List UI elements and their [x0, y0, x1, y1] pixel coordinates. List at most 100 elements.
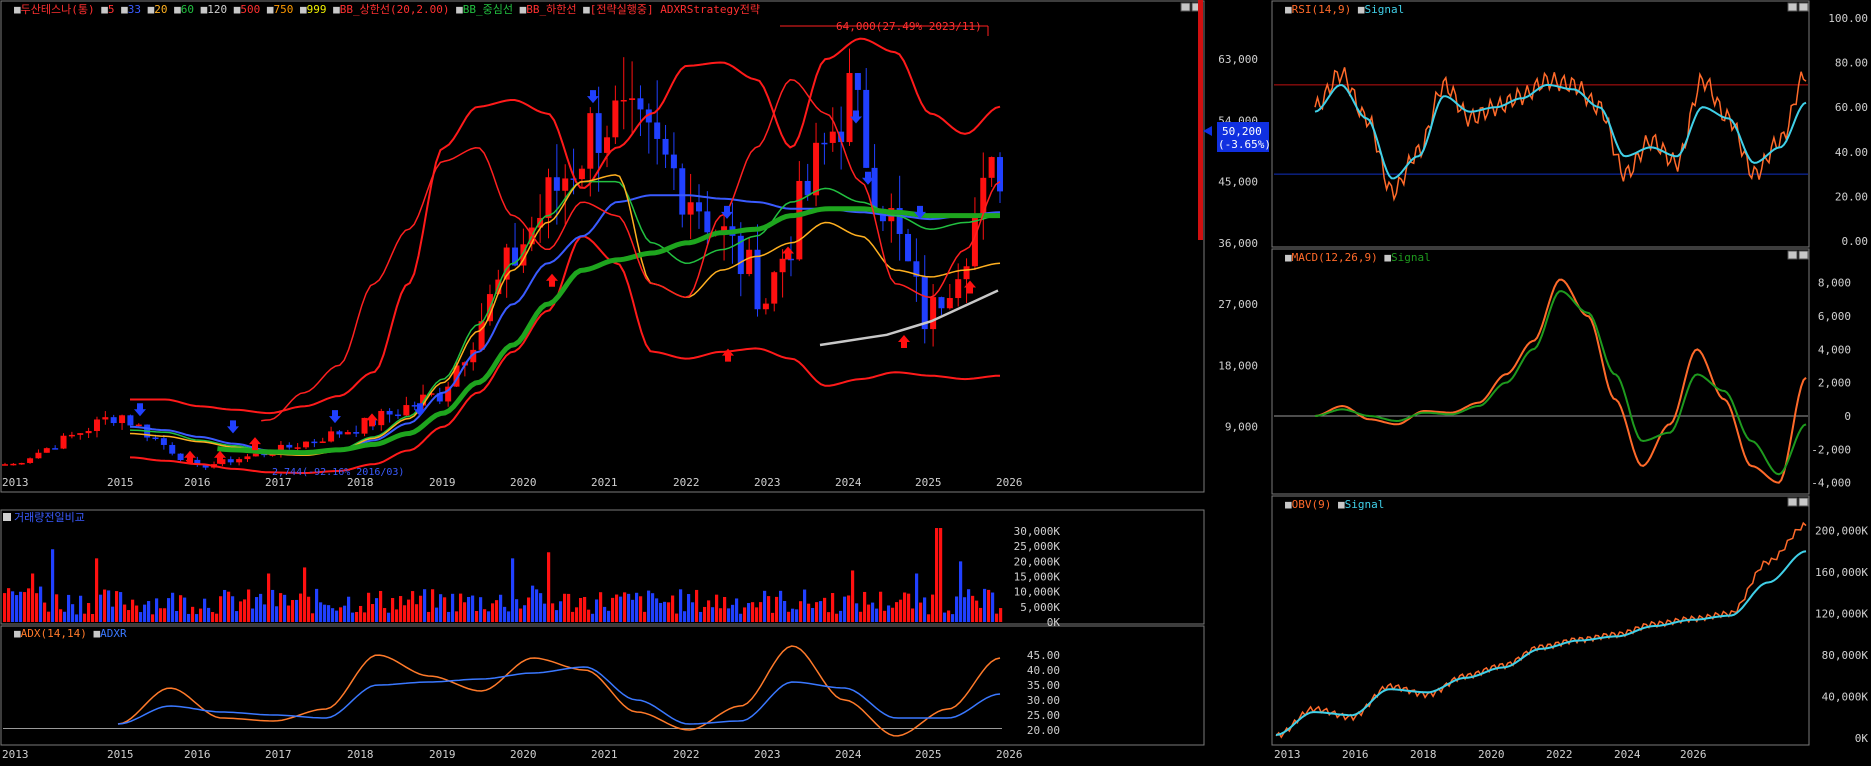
volume-bar — [247, 589, 251, 622]
volume-bar — [83, 613, 87, 622]
volume-bar — [715, 594, 719, 622]
legend-item[interactable]: 33 — [128, 3, 148, 16]
high-annotation: 64,000(27.49% 2023/11) — [836, 20, 982, 33]
candle-body — [110, 417, 117, 424]
volume-bar — [735, 598, 739, 622]
candle-body — [679, 168, 686, 215]
legend-item[interactable]: 120 — [207, 3, 234, 16]
adx-year-label: 2023 — [754, 748, 781, 761]
volume-bar — [767, 596, 771, 622]
volume-bar — [131, 599, 135, 622]
candle-body — [512, 247, 519, 266]
volume-bar — [683, 611, 687, 622]
price-scroll-marker[interactable] — [1198, 0, 1203, 240]
legend-item[interactable]: [전략실행중] ADXRStrategy전략 — [590, 3, 760, 16]
candle-body — [604, 137, 611, 153]
volume-bar — [351, 612, 355, 622]
legend-item[interactable]: 두산테스나(통) — [21, 3, 102, 16]
legend-item[interactable]: BB_상한선(20,2.00) — [340, 3, 456, 16]
obv-tick-label: 80,000K — [1822, 649, 1869, 662]
volume-bar — [11, 591, 15, 622]
low-annotation: 2,744(-92.16% 2016/03) — [272, 467, 404, 478]
volume-bar — [143, 604, 147, 622]
volume-bar — [623, 592, 627, 622]
volume-bar — [559, 601, 563, 622]
candle-body — [721, 226, 728, 233]
volume-bar — [899, 599, 903, 622]
moving-average-lines — [129, 37, 1001, 474]
volume-bar — [643, 611, 647, 622]
volume-bar — [95, 558, 99, 622]
macd-tick-label: -2,000 — [1811, 443, 1851, 456]
volume-bar — [71, 604, 75, 622]
macd-lines — [1274, 278, 1808, 484]
candle-body — [838, 131, 845, 143]
sell-signal-arrow — [862, 171, 874, 185]
candle-body — [269, 454, 276, 456]
volume-bar — [807, 603, 811, 622]
legend-item[interactable]: Signal — [1391, 251, 1431, 264]
rsi-window-buttons[interactable] — [1787, 2, 1809, 12]
obv-signal-line — [1275, 550, 1807, 736]
legend-item[interactable]: 750 — [273, 3, 300, 16]
legend-item[interactable]: Signal — [1364, 3, 1404, 16]
legend-item[interactable]: 999 — [307, 3, 334, 16]
obv-tick-label: 0K — [1855, 732, 1869, 745]
legend-item[interactable]: ADXR — [100, 627, 127, 640]
bb-lower-band — [129, 235, 1001, 474]
volume-bar — [611, 597, 615, 622]
volume-bar — [915, 573, 919, 622]
volume-bar — [423, 589, 427, 622]
legend-item[interactable]: RSI(14,9) — [1292, 3, 1358, 16]
volume-bar — [555, 610, 559, 622]
legend-item[interactable]: 500 — [240, 3, 267, 16]
candle-body — [311, 441, 318, 444]
obv-year-label: 2022 — [1546, 748, 1573, 761]
legend-item[interactable]: BB_하한선 — [526, 2, 583, 16]
year-tick-label: 2023 — [754, 476, 781, 489]
volume-tick-label: 10,000K — [1014, 586, 1061, 599]
legend-item[interactable]: MACD(12,26,9) — [1292, 251, 1385, 264]
volume-panel-icon[interactable] — [3, 513, 11, 521]
legend-item[interactable]: 60 — [181, 3, 201, 16]
volume-bar — [799, 601, 803, 622]
adx-legend: ■ADX(14,14) ■ADXR — [14, 627, 127, 640]
obv-panel — [1271, 495, 1810, 746]
volume-bar — [211, 612, 215, 622]
volume-bar — [911, 608, 915, 622]
volume-bar — [927, 614, 931, 622]
buy-signal-arrow — [782, 246, 794, 260]
volume-bar — [135, 605, 139, 622]
volume-bar — [587, 609, 591, 622]
volume-bar — [23, 592, 27, 622]
volume-bar — [111, 606, 115, 622]
volume-bar — [123, 604, 127, 622]
volume-bar — [487, 611, 491, 622]
macd-window-buttons[interactable] — [1787, 250, 1809, 260]
volume-bar — [703, 606, 707, 622]
obv-window-buttons[interactable] — [1787, 497, 1809, 507]
volume-bar — [287, 605, 291, 622]
rsi-series-line — [1314, 67, 1807, 202]
legend-item[interactable]: OBV(9) — [1292, 498, 1338, 511]
volume-bar — [551, 603, 555, 622]
volume-bar — [159, 608, 163, 622]
volume-bar — [371, 604, 375, 622]
legend-item[interactable]: Signal — [1345, 498, 1385, 511]
legend-item[interactable]: 20 — [154, 3, 174, 16]
macd-tick-label: 2,000 — [1818, 377, 1851, 390]
volume-bar — [651, 593, 655, 622]
volume-legend: 거래량전일비교 — [14, 510, 85, 524]
volume-bar — [483, 609, 487, 622]
legend-item[interactable]: 5 — [108, 3, 121, 16]
volume-bar — [219, 596, 223, 622]
volume-bar — [39, 586, 43, 622]
legend-item[interactable]: BB_중심선 — [463, 3, 520, 16]
candle-body — [202, 464, 209, 468]
legend-item[interactable]: ADX(14,14) — [21, 627, 94, 640]
current-price: 50,200 — [1222, 125, 1262, 138]
volume-bar — [439, 594, 443, 622]
volume-bar — [791, 608, 795, 622]
adx-tick-label: 25.00 — [1027, 709, 1060, 722]
volume-bar — [455, 611, 459, 622]
